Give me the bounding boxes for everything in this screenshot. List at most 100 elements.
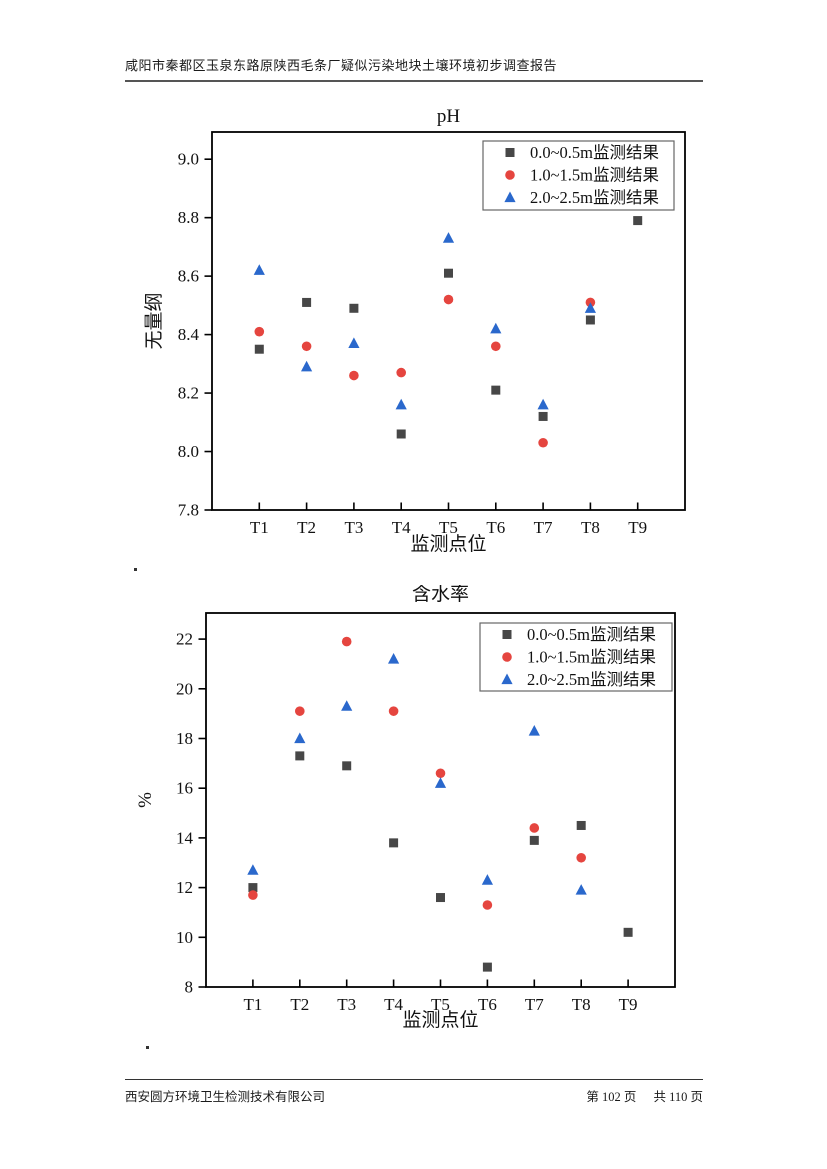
page-header: 咸阳市秦都区玉泉东路原陕西毛条厂疑似污染地块土壤环境初步调查报告 bbox=[125, 55, 703, 82]
legend-label: 0.0~0.5m监测结果 bbox=[530, 143, 659, 162]
stray-dot bbox=[146, 1046, 149, 1049]
data-point-square bbox=[436, 893, 445, 903]
legend-label: 0.0~0.5m监测结果 bbox=[527, 625, 656, 644]
data-point-triangle bbox=[575, 884, 587, 895]
ph-scatter-chart: 7.8 8.0 8.2 8.4 8.6 8.8 9.0 T1 T2 T3 T4 T5 T6 T7 T8 T9 p… bbox=[143, 106, 686, 555]
y-tick-label: 16 bbox=[176, 779, 193, 798]
y-tick-label: 8 bbox=[185, 978, 194, 997]
y-tick-label: 8.4 bbox=[178, 325, 200, 344]
x-tick-label: T2 bbox=[290, 995, 309, 1014]
data-point-circle bbox=[443, 294, 454, 305]
x-tick-label: T7 bbox=[534, 518, 553, 537]
footer-total-pages: 共 110 页 bbox=[653, 1090, 703, 1104]
legend-marker-square bbox=[502, 630, 512, 639]
legend-label: 2.0~2.5m监测结果 bbox=[530, 188, 659, 207]
chart-title: pH bbox=[437, 106, 461, 127]
x-tick-label: T1 bbox=[243, 995, 262, 1014]
data-point-triangle bbox=[490, 322, 502, 334]
y-tick-label: 9.0 bbox=[178, 150, 199, 169]
data-point-circle bbox=[396, 367, 407, 378]
chart-title: 含水率 bbox=[412, 585, 469, 605]
data-point-triangle bbox=[395, 398, 407, 410]
x-axis-label: 监测点位 bbox=[402, 1009, 478, 1031]
data-point-square bbox=[254, 344, 264, 354]
x-tick-label: T2 bbox=[297, 518, 316, 537]
data-point-circle bbox=[435, 768, 446, 779]
x-tick-label: T3 bbox=[344, 518, 363, 537]
data-point-circle bbox=[538, 437, 548, 448]
y-tick-label: 20 bbox=[176, 679, 193, 698]
footer-page-number: 第 102 页 共 110 页 bbox=[586, 1086, 703, 1105]
legend-label: 2.0~2.5m监测结果 bbox=[527, 670, 656, 689]
data-point-square bbox=[342, 761, 352, 771]
report-title: 咸阳市秦都区玉泉东路原陕西毛条厂疑似污染地块土壤环境初步调查报告 bbox=[125, 58, 558, 73]
data-point-triangle bbox=[247, 864, 259, 875]
x-tick-label: T4 bbox=[384, 995, 403, 1014]
y-tick-label: 22 bbox=[176, 630, 193, 649]
data-point-square bbox=[396, 429, 406, 439]
y-tick-label: 8.2 bbox=[178, 384, 199, 403]
data-point-triangle bbox=[584, 302, 596, 313]
data-point-triangle bbox=[481, 874, 493, 885]
data-point-triangle bbox=[341, 700, 353, 711]
data-point-square bbox=[444, 268, 453, 278]
x-axis-label: 监测点位 bbox=[410, 533, 486, 555]
stray-dot bbox=[134, 568, 137, 571]
y-tick-label: 8.0 bbox=[178, 442, 199, 461]
data-point-triangle bbox=[253, 264, 265, 275]
legend-marker-triangle bbox=[501, 673, 513, 685]
y-tick-label: 18 bbox=[176, 729, 193, 748]
moisture-scatter-chart: 8 10 12 14 16 18 20 22 T1 T2 T3 T4 T5 T6 T7 T8 T9 含水率监测点位… bbox=[135, 585, 676, 1031]
data-point-triangle bbox=[434, 777, 447, 788]
data-point-circle bbox=[482, 900, 493, 910]
y-tick-label: 8.8 bbox=[178, 208, 199, 227]
data-point-circle bbox=[295, 706, 305, 716]
data-point-circle bbox=[301, 341, 312, 352]
footer-company: 西安圆方环境卫生检测技术有限公司 bbox=[125, 1090, 326, 1104]
x-tick-label: T9 bbox=[619, 995, 638, 1014]
legend-box bbox=[479, 622, 673, 692]
legend-marker-circle bbox=[502, 652, 512, 662]
page-footer: 西安圆方环境卫生检测技术有限公司 第 102 页 共 110 页 bbox=[125, 1079, 703, 1105]
footer-current-page: 第 102 页 bbox=[586, 1090, 637, 1104]
x-tick-label: T5 bbox=[439, 518, 458, 537]
data-point-square bbox=[482, 962, 492, 972]
data-point-square bbox=[623, 927, 633, 937]
data-point-circle bbox=[576, 852, 586, 863]
data-point-square bbox=[585, 315, 595, 325]
data-point-square bbox=[349, 303, 359, 313]
data-point-circle bbox=[529, 823, 540, 833]
x-tick-label: T6 bbox=[486, 518, 505, 537]
data-point-square bbox=[576, 820, 586, 830]
x-tick-label: T1 bbox=[250, 518, 269, 537]
data-point-circle bbox=[349, 370, 359, 381]
y-tick-label: 14 bbox=[176, 828, 194, 847]
legend-marker-triangle bbox=[504, 191, 516, 203]
data-point-triangle bbox=[528, 725, 540, 736]
legend-marker-square bbox=[505, 148, 515, 157]
data-point-triangle bbox=[294, 732, 306, 744]
data-point-square bbox=[538, 411, 548, 421]
legend-label: 1.0~1.5m监测结果 bbox=[527, 648, 656, 667]
data-point-circle bbox=[388, 706, 399, 716]
legend-label: 1.0~1.5m监测结果 bbox=[530, 166, 659, 185]
x-tick-label: T3 bbox=[337, 995, 356, 1014]
data-point-triangle bbox=[301, 360, 313, 372]
data-point-square bbox=[491, 385, 501, 395]
data-point-triangle bbox=[537, 398, 549, 410]
data-point-circle bbox=[341, 636, 352, 647]
data-point-square bbox=[248, 883, 258, 893]
x-tick-label: T8 bbox=[581, 518, 600, 537]
y-tick-label: 7.8 bbox=[178, 501, 199, 520]
x-tick-label: T7 bbox=[525, 995, 544, 1014]
data-point-square bbox=[389, 838, 399, 848]
x-tick-label: T9 bbox=[628, 518, 647, 537]
data-point-circle bbox=[491, 341, 501, 352]
y-tick-label: 12 bbox=[176, 878, 193, 897]
y-tick-label: 10 bbox=[176, 928, 193, 947]
data-point-triangle bbox=[388, 652, 400, 664]
data-point-circle bbox=[248, 890, 258, 900]
x-tick-label: T8 bbox=[572, 995, 591, 1014]
data-point-square bbox=[633, 216, 643, 226]
